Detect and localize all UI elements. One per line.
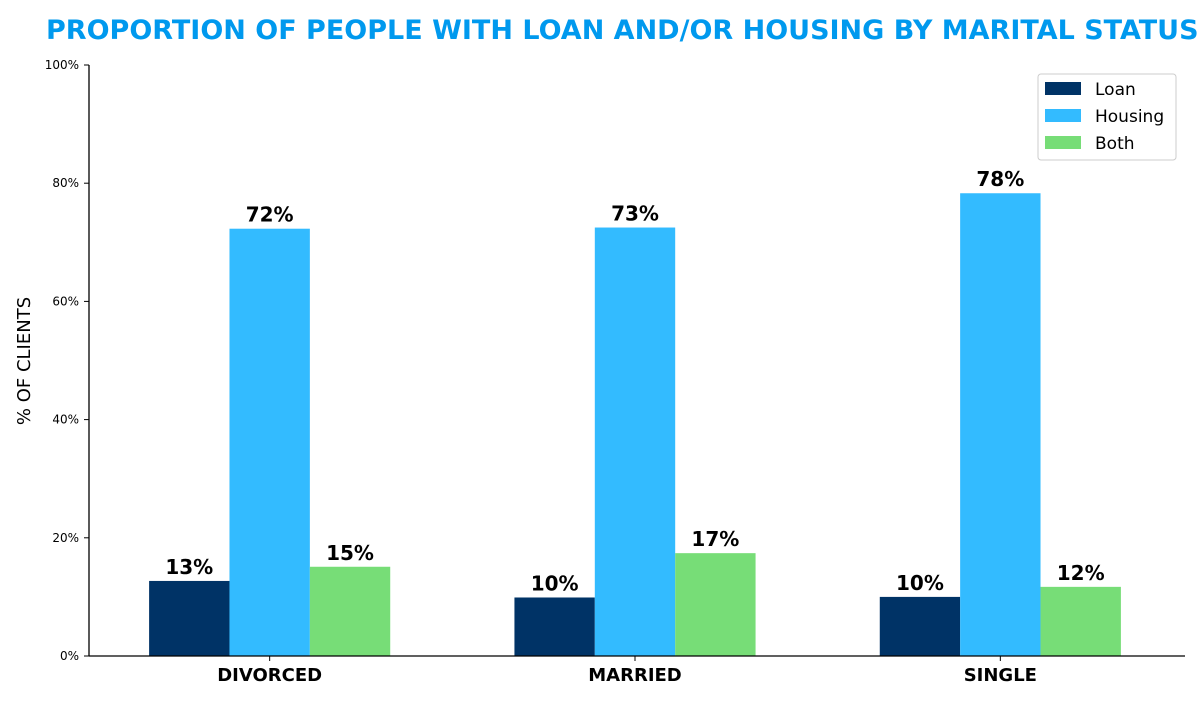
y-tick-label: 80% [52, 176, 79, 190]
legend-label-both: Both [1095, 134, 1135, 154]
y-axis-ticks: 0% 20% 40% 60% 80% 100% [45, 58, 89, 663]
y-tick-label: 60% [52, 294, 79, 308]
bar-value-label: 10% [896, 571, 944, 595]
bar-value-label: 72% [246, 203, 294, 227]
bar-housing-married [594, 227, 676, 656]
legend: Loan Housing Both [1037, 73, 1177, 161]
bar-value-label: 12% [1057, 561, 1105, 585]
bar-value-labels: 13% 72% 15% 10% 73% 17% 10% 78% 12% [165, 167, 1104, 595]
bar-value-label: 73% [611, 202, 659, 226]
legend-swatch-both [1045, 136, 1081, 149]
bar-value-label: 13% [165, 555, 213, 579]
bar-both-divorced [309, 566, 391, 656]
bar-both-single [1040, 586, 1121, 656]
bar-value-label: 17% [691, 527, 739, 551]
x-tick-label: MARRIED [588, 665, 682, 686]
bar-loan-married [514, 597, 595, 656]
bar-loan-single [879, 596, 961, 656]
legend-label-loan: Loan [1095, 80, 1136, 100]
x-tick-label: DIVORCED [217, 665, 322, 686]
y-tick-label: 20% [52, 531, 79, 545]
legend-swatch-loan [1045, 82, 1081, 95]
legend-label-housing: Housing [1095, 107, 1164, 127]
x-tick-label: SINGLE [964, 665, 1037, 686]
bar-value-label: 78% [976, 167, 1024, 191]
x-axis-ticks: DIVORCED MARRIED SINGLE [217, 656, 1037, 686]
legend-swatch-housing [1045, 109, 1081, 122]
bar-value-label: 10% [531, 571, 579, 595]
bar-housing-divorced [229, 228, 310, 656]
y-axis-label: % OF CLIENTS [14, 297, 35, 425]
bar-value-label: 15% [326, 541, 374, 565]
bars [149, 193, 1121, 656]
y-tick-label: 0% [60, 649, 79, 663]
bar-housing-single [960, 193, 1041, 656]
y-tick-label: 100% [45, 58, 79, 72]
y-tick-label: 40% [52, 413, 79, 427]
bar-both-married [675, 553, 756, 656]
chart-title: PROPORTION OF PEOPLE WITH LOAN AND/OR HO… [46, 15, 1199, 46]
bar-loan-divorced [149, 580, 230, 656]
